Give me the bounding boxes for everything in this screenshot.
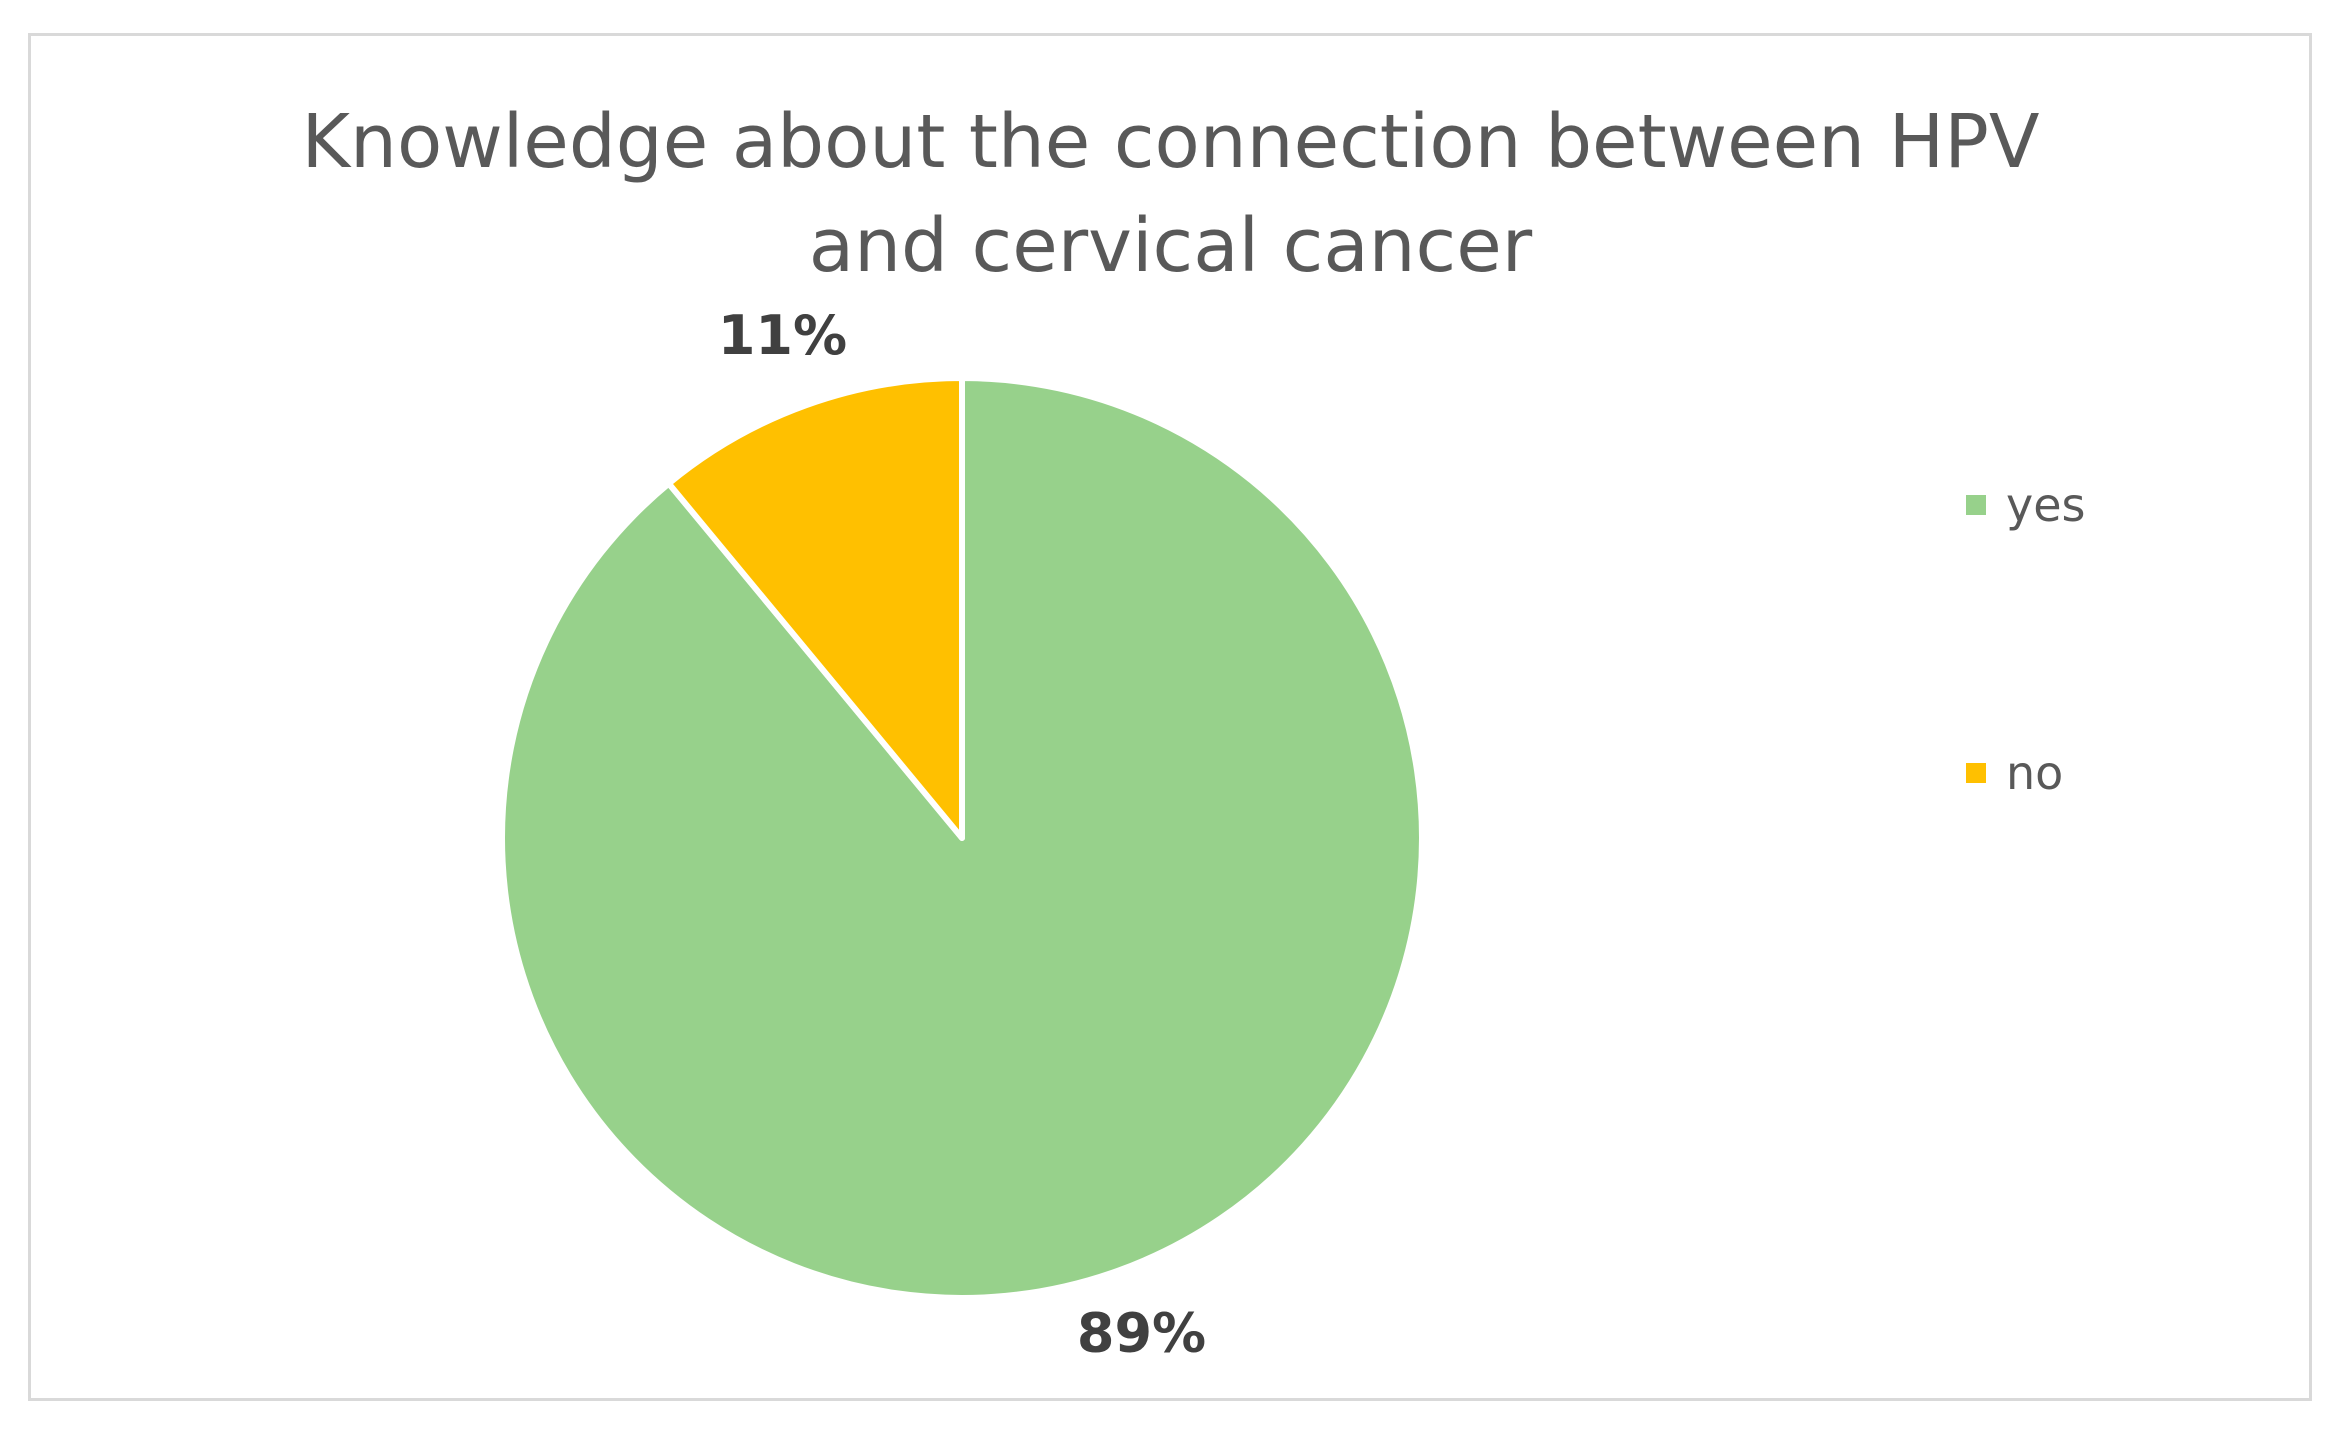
data-label-no: 11% [718,304,847,367]
legend-swatch-no [1966,763,1986,783]
legend-item-no: no [1966,746,2063,800]
pie-slice-no [665,375,965,841]
pie-slices [499,375,1425,1301]
legend-swatch-yes [1966,495,1986,515]
pie-data-labels: 89% 11% [718,304,1206,1364]
legend-item-yes: yes [1966,478,2086,532]
chart-title-line-2: and cervical cancer [808,203,1533,289]
legend-label-no: no [2006,746,2064,800]
chart-title: Knowledge about the connection between H… [0,90,2341,298]
legend-label-yes: yes [2006,478,2086,532]
data-label-yes: 89% [1077,1301,1206,1364]
chart-title-line-1: Knowledge about the connection between H… [301,99,2040,185]
